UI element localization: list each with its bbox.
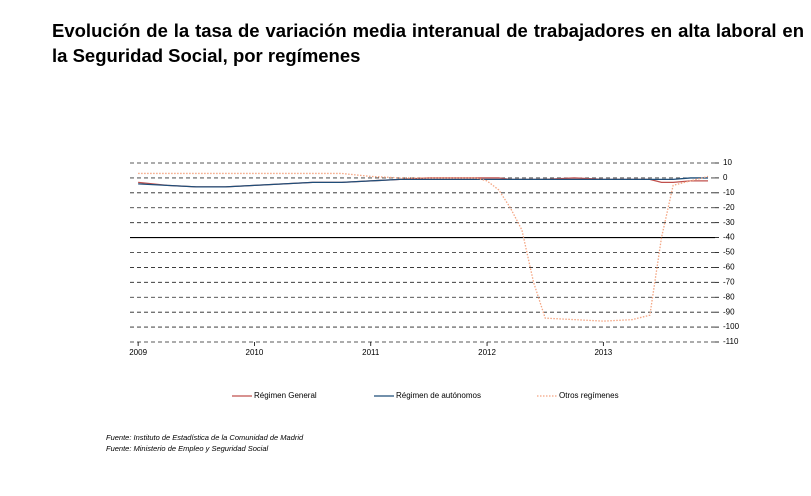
y-tick-label: 0 — [723, 173, 728, 182]
y-tick-label: -10 — [723, 188, 735, 197]
y-tick-label: -50 — [723, 248, 735, 257]
y-tick-label: 10 — [723, 158, 732, 167]
y-tick-label: -80 — [723, 292, 735, 301]
x-tick-label: 2011 — [362, 348, 380, 357]
series-line — [138, 177, 709, 188]
y-tick-label: -20 — [723, 203, 735, 212]
series-line — [138, 172, 709, 322]
y-tick-label: -30 — [723, 218, 735, 227]
x-tick-label: 2010 — [246, 348, 264, 357]
legend-label: Régimen de autónomos — [396, 391, 481, 400]
y-tick-label: -60 — [723, 263, 735, 272]
y-tick-label: -40 — [723, 233, 735, 242]
legend-label: Otros regímenes — [559, 391, 619, 400]
source-note: Fuente: Ministerio de Empleo y Seguridad… — [106, 444, 269, 453]
y-tick-label: -100 — [723, 322, 740, 331]
y-tick-label: -90 — [723, 307, 735, 316]
y-tick-label: -110 — [723, 337, 739, 346]
source-note: Fuente: Instituto de Estadística de la C… — [106, 433, 304, 442]
legend-label: Régimen General — [254, 391, 317, 400]
x-tick-label: 2012 — [478, 348, 496, 357]
chart-title: Evolución de la tasa de variación media … — [52, 20, 804, 66]
x-tick-label: 2013 — [594, 348, 612, 357]
y-tick-label: -70 — [723, 277, 735, 286]
x-tick-label: 2009 — [129, 348, 147, 357]
